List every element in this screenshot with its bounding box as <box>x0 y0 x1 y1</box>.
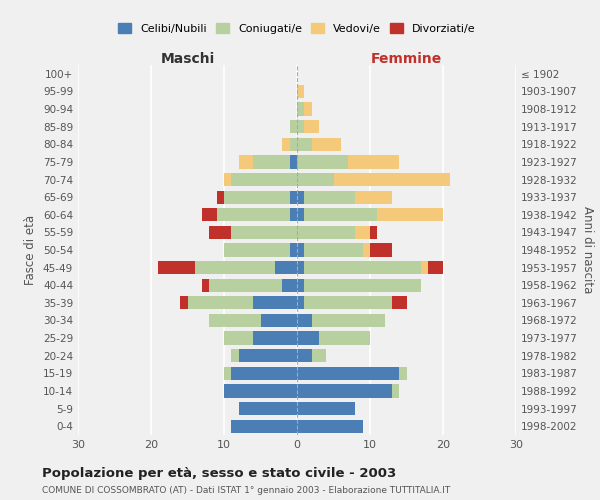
Bar <box>290 156 297 168</box>
Bar <box>297 420 362 433</box>
Bar <box>158 261 195 274</box>
Bar <box>217 208 290 222</box>
Y-axis label: Fasce di età: Fasce di età <box>25 215 37 285</box>
Bar <box>297 296 304 310</box>
Bar <box>224 332 253 344</box>
Bar <box>217 190 224 204</box>
Bar <box>232 226 297 239</box>
Bar <box>355 190 392 204</box>
Bar <box>311 349 326 362</box>
Bar <box>209 314 260 327</box>
Bar <box>232 366 297 380</box>
Bar <box>224 173 232 186</box>
Bar <box>399 366 407 380</box>
Legend: Celibi/Nubili, Coniugati/e, Vedovi/e, Divorziati/e: Celibi/Nubili, Coniugati/e, Vedovi/e, Di… <box>114 19 480 38</box>
Bar <box>304 278 421 292</box>
Bar <box>239 349 297 362</box>
Bar <box>209 226 232 239</box>
Bar <box>304 208 377 222</box>
Bar <box>253 296 297 310</box>
Bar <box>290 190 297 204</box>
Bar <box>202 208 217 222</box>
Bar <box>348 156 399 168</box>
Bar <box>297 278 304 292</box>
Bar <box>290 120 297 134</box>
Bar <box>392 296 407 310</box>
Bar <box>195 261 275 274</box>
Bar <box>311 138 341 151</box>
Bar <box>377 208 443 222</box>
Bar <box>370 226 377 239</box>
Bar <box>297 138 311 151</box>
Bar <box>392 384 399 398</box>
Bar <box>283 138 290 151</box>
Text: COMUNE DI COSSOMBRATO (AT) - Dati ISTAT 1° gennaio 2003 - Elaborazione TUTTITALI: COMUNE DI COSSOMBRATO (AT) - Dati ISTAT … <box>42 486 450 495</box>
Bar <box>290 138 297 151</box>
Bar <box>297 85 304 98</box>
Bar <box>297 366 399 380</box>
Bar <box>297 226 355 239</box>
Y-axis label: Anni di nascita: Anni di nascita <box>581 206 594 294</box>
Bar <box>297 332 319 344</box>
Bar <box>283 278 297 292</box>
Bar <box>297 190 304 204</box>
Bar <box>224 190 290 204</box>
Bar <box>297 402 355 415</box>
Bar <box>304 261 421 274</box>
Bar <box>290 208 297 222</box>
Bar <box>260 314 297 327</box>
Bar <box>232 349 239 362</box>
Bar <box>253 332 297 344</box>
Bar <box>297 208 304 222</box>
Bar <box>297 173 334 186</box>
Bar <box>334 173 450 186</box>
Text: Maschi: Maschi <box>160 52 215 66</box>
Bar <box>253 156 290 168</box>
Bar <box>297 349 311 362</box>
Bar <box>297 314 311 327</box>
Bar <box>362 244 370 256</box>
Bar <box>304 120 319 134</box>
Bar <box>209 278 283 292</box>
Bar <box>187 296 253 310</box>
Bar <box>421 261 428 274</box>
Text: Popolazione per età, sesso e stato civile - 2003: Popolazione per età, sesso e stato civil… <box>42 468 396 480</box>
Bar <box>224 384 297 398</box>
Bar <box>355 226 370 239</box>
Bar <box>232 420 297 433</box>
Bar <box>297 120 304 134</box>
Bar <box>224 366 232 380</box>
Bar <box>297 384 392 398</box>
Bar <box>239 156 253 168</box>
Bar <box>202 278 209 292</box>
Bar <box>304 296 392 310</box>
Bar <box>275 261 297 274</box>
Bar <box>290 244 297 256</box>
Bar <box>297 244 304 256</box>
Bar <box>297 102 304 116</box>
Bar <box>428 261 443 274</box>
Bar <box>304 190 355 204</box>
Bar <box>239 402 297 415</box>
Bar <box>232 173 297 186</box>
Bar <box>319 332 370 344</box>
Bar <box>180 296 187 310</box>
Bar <box>311 314 385 327</box>
Bar <box>304 102 311 116</box>
Bar <box>370 244 392 256</box>
Bar <box>224 244 290 256</box>
Bar <box>304 244 362 256</box>
Bar <box>297 156 348 168</box>
Text: Femmine: Femmine <box>371 52 442 66</box>
Bar <box>297 261 304 274</box>
